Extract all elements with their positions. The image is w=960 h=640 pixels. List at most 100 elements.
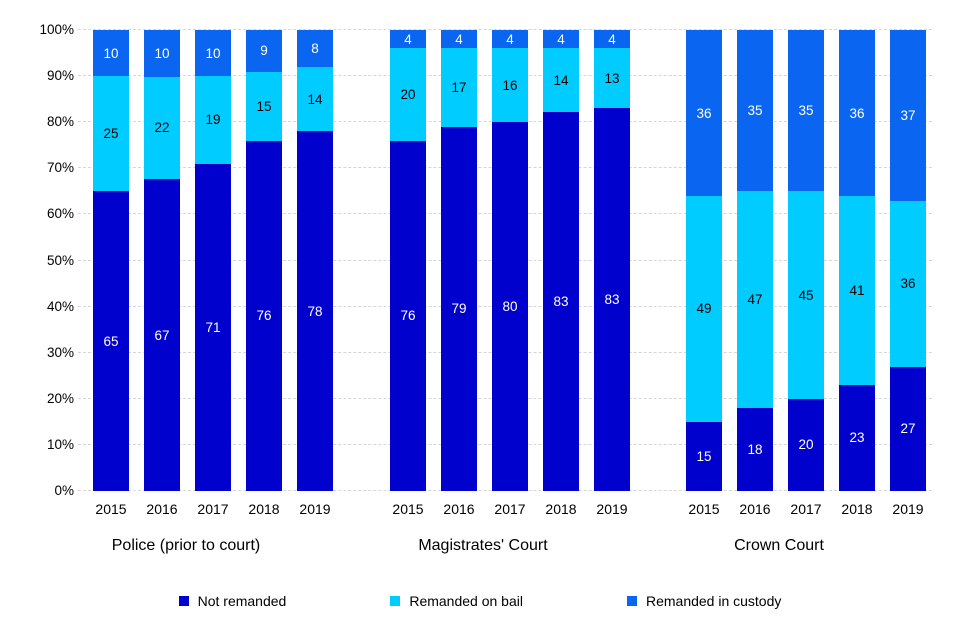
x-axis-label: 2015 (688, 501, 720, 517)
legend-label: Remanded in custody (645, 593, 782, 609)
x-axis-label: 2019 (596, 501, 628, 517)
y-axis-label: 80% (46, 114, 74, 130)
bar-value-label: 13 (604, 70, 620, 86)
bar-value-label: 15 (256, 98, 272, 114)
bar-value-label: 9 (260, 43, 268, 59)
segment-remanded-on-bail: 15 (246, 71, 282, 141)
group-label-police-prior-to-court: Police (prior to court) (111, 537, 261, 554)
y-axis-label: 100% (39, 22, 74, 37)
bar-crown-court-2015: 15 49 36 (686, 30, 722, 491)
x-axis-label: 2017 (494, 501, 526, 517)
legend-swatch-icon (178, 596, 189, 606)
segment-remanded-in-custody: 9 (246, 30, 282, 72)
x-axis-label: 2019 (892, 501, 924, 517)
bar-value-label: 4 (557, 31, 565, 47)
bar-police-prior-to-court-2016: 67 22 10 (144, 30, 180, 491)
bar-group-crown-court: 15 49 36 18 47 35 20 45 35 23 41 36 27 36 37 2015 2016 20… (686, 30, 926, 554)
segment-remanded-on-bail: 14 (543, 48, 579, 113)
bar-value-label: 4 (455, 31, 463, 47)
segment-remanded-in-custody: 36 (839, 30, 875, 196)
bar-value-label: 71 (205, 319, 221, 335)
group-label-magistrates-court: Magistrates' Court (418, 537, 548, 554)
segment-remanded-on-bail: 36 (890, 200, 926, 367)
bar-crown-court-2019: 27 36 37 (890, 30, 926, 491)
segment-not-remanded: 27 (890, 366, 926, 491)
segment-remanded-in-custody: 37 (890, 30, 926, 201)
legend-label: Remanded on bail (409, 593, 523, 609)
y-axis-label: 10% (46, 436, 74, 452)
segment-not-remanded: 20 (788, 398, 824, 491)
y-axis-label: 30% (46, 344, 74, 360)
segment-not-remanded: 76 (246, 140, 282, 491)
bar-crown-court-2018: 23 41 36 (839, 30, 875, 491)
segment-remanded-in-custody: 10 (195, 30, 231, 77)
segment-remanded-in-custody: 10 (144, 30, 180, 77)
segment-not-remanded: 78 (297, 131, 333, 491)
x-axis-label: 2015 (392, 501, 424, 517)
bar-group-police-prior-to-court: 65 25 10 67 22 10 71 19 10 76 15 9 78 14 8 2015 2016 2017… (93, 30, 333, 554)
legend-item-not-remanded: Not remanded (178, 593, 286, 609)
bar-value-label: 10 (154, 45, 170, 61)
segment-remanded-on-bail: 47 (737, 191, 773, 409)
legend-item-remanded-in-custody: Remanded in custody (626, 593, 782, 609)
segment-remanded-in-custody: 4 (492, 30, 528, 49)
bar-magistrates-court-2018: 83 14 4 (543, 30, 579, 491)
y-axis-label: 20% (46, 390, 74, 406)
segment-remanded-on-bail: 22 (144, 76, 180, 180)
segment-remanded-in-custody: 35 (737, 30, 773, 192)
bar-value-label: 18 (747, 442, 763, 458)
bar-police-prior-to-court-2019: 78 14 8 (297, 30, 333, 491)
segment-not-remanded: 79 (441, 126, 477, 491)
y-axis-label: 50% (46, 252, 74, 268)
legend-swatch-icon (626, 596, 637, 606)
bar-value-label: 80 (502, 299, 518, 315)
segment-remanded-on-bail: 16 (492, 48, 528, 123)
bar-value-label: 17 (451, 80, 467, 96)
plot-area: 65 25 10 67 22 10 71 19 10 76 15 9 78 14 8 2015 2016 2017… (78, 29, 932, 554)
segment-not-remanded: 83 (543, 112, 579, 491)
bar-value-label: 23 (849, 430, 865, 446)
segment-remanded-on-bail: 14 (297, 66, 333, 132)
segment-remanded-in-custody: 36 (686, 30, 722, 196)
x-axis-label: 2018 (248, 501, 280, 517)
bar-group-magistrates-court: 76 20 4 79 17 4 80 16 4 83 14 4 83 13 4 2015 2016 2017 201… (390, 30, 630, 554)
segment-remanded-in-custody: 4 (543, 30, 579, 49)
x-axis-label: 2016 (739, 501, 771, 517)
bar-value-label: 10 (205, 45, 221, 61)
bar-value-label: 45 (798, 287, 814, 303)
bars-row: 76 20 4 79 17 4 80 16 4 83 14 4 83 13 4 (390, 30, 630, 491)
bar-magistrates-court-2016: 79 17 4 (441, 30, 477, 491)
bar-value-label: 25 (103, 126, 119, 142)
bar-value-label: 79 (451, 301, 467, 317)
x-axis-label: 2017 (197, 501, 229, 517)
bar-value-label: 10 (103, 45, 119, 61)
bar-crown-court-2016: 18 47 35 (737, 30, 773, 491)
segment-not-remanded: 65 (93, 191, 129, 491)
bar-value-label: 47 (747, 292, 763, 308)
y-axis-label: 40% (46, 298, 74, 314)
legend: Not remanded Remanded on bail Remanded in … (0, 590, 960, 612)
bar-magistrates-court-2017: 80 16 4 (492, 30, 528, 491)
segment-remanded-on-bail: 17 (441, 48, 477, 127)
group-label-crown-court: Crown Court (734, 537, 824, 554)
bar-value-label: 41 (849, 282, 865, 298)
bar-value-label: 27 (900, 421, 916, 437)
bar-value-label: 19 (205, 112, 221, 128)
bars-row: 65 25 10 67 22 10 71 19 10 76 15 9 78 14 8 (93, 30, 333, 491)
bars-row: 15 49 36 18 47 35 20 45 35 23 41 36 27 36 37 (686, 30, 926, 491)
segment-remanded-in-custody: 4 (594, 30, 630, 49)
x-axis-labels: 2015 2016 2017 2018 2019 (390, 501, 630, 517)
y-axis-label: 70% (46, 160, 74, 176)
bar-value-label: 37 (900, 107, 916, 123)
bar-value-label: 16 (502, 77, 518, 93)
bar-value-label: 78 (307, 303, 323, 319)
segment-remanded-on-bail: 25 (93, 76, 129, 192)
x-axis-label: 2019 (299, 501, 331, 517)
bar-value-label: 36 (900, 276, 916, 292)
bar-value-label: 14 (553, 72, 569, 88)
segment-remanded-on-bail: 45 (788, 191, 824, 399)
segment-not-remanded: 80 (492, 122, 528, 491)
segment-not-remanded: 18 (737, 408, 773, 491)
x-axis-labels: 2015 2016 2017 2018 2019 (686, 501, 926, 517)
